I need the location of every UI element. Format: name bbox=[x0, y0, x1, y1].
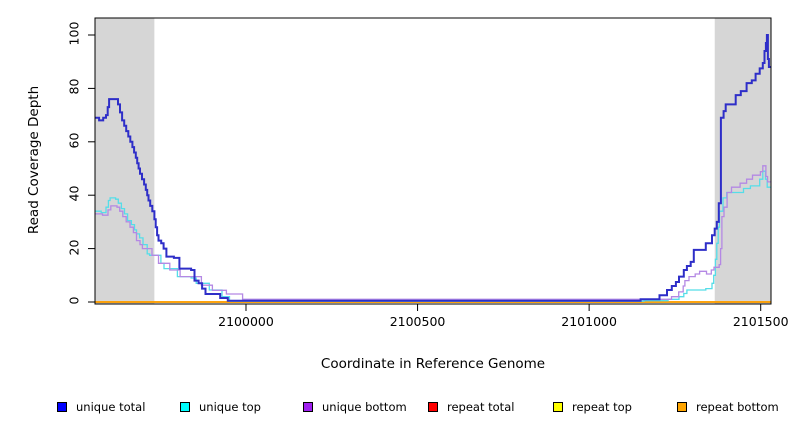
series-line-unique-total bbox=[95, 34, 771, 302]
series-line-unique-bottom bbox=[95, 165, 771, 300]
series-line-unique-top bbox=[95, 170, 771, 302]
legend-item-unique-top: unique top bbox=[180, 397, 261, 417]
repeat-total-swatch-icon bbox=[428, 402, 438, 412]
legend-label: unique total bbox=[76, 400, 146, 414]
legend-item-repeat-bottom: repeat bottom bbox=[677, 397, 779, 417]
legend-item-unique-total: unique total bbox=[57, 397, 145, 417]
x-axis-title: Coordinate in Reference Genome bbox=[320, 356, 546, 372]
y-axis-title: Read Coverage Depth bbox=[26, 85, 42, 235]
legend-item-repeat-top: repeat top bbox=[553, 397, 632, 417]
unique-top-swatch-icon bbox=[180, 402, 190, 412]
repeat-bottom-swatch-icon bbox=[677, 402, 687, 412]
shaded-region bbox=[95, 18, 155, 304]
unique-total-swatch-icon bbox=[57, 402, 67, 412]
legend-item-repeat-total: repeat total bbox=[428, 397, 514, 417]
legend-label: repeat top bbox=[572, 400, 632, 414]
legend-item-unique-bottom: unique bottom bbox=[303, 397, 407, 417]
plot-border bbox=[94, 17, 772, 305]
legend-label: unique top bbox=[199, 400, 261, 414]
unique-bottom-swatch-icon bbox=[303, 402, 313, 412]
legend: unique total unique top unique bottom re… bbox=[0, 397, 792, 419]
legend-label: repeat total bbox=[447, 400, 515, 414]
repeat-top-swatch-icon bbox=[553, 402, 563, 412]
legend-label: unique bottom bbox=[322, 400, 407, 414]
legend-label: repeat bottom bbox=[696, 400, 779, 414]
shaded-region bbox=[714, 18, 771, 304]
